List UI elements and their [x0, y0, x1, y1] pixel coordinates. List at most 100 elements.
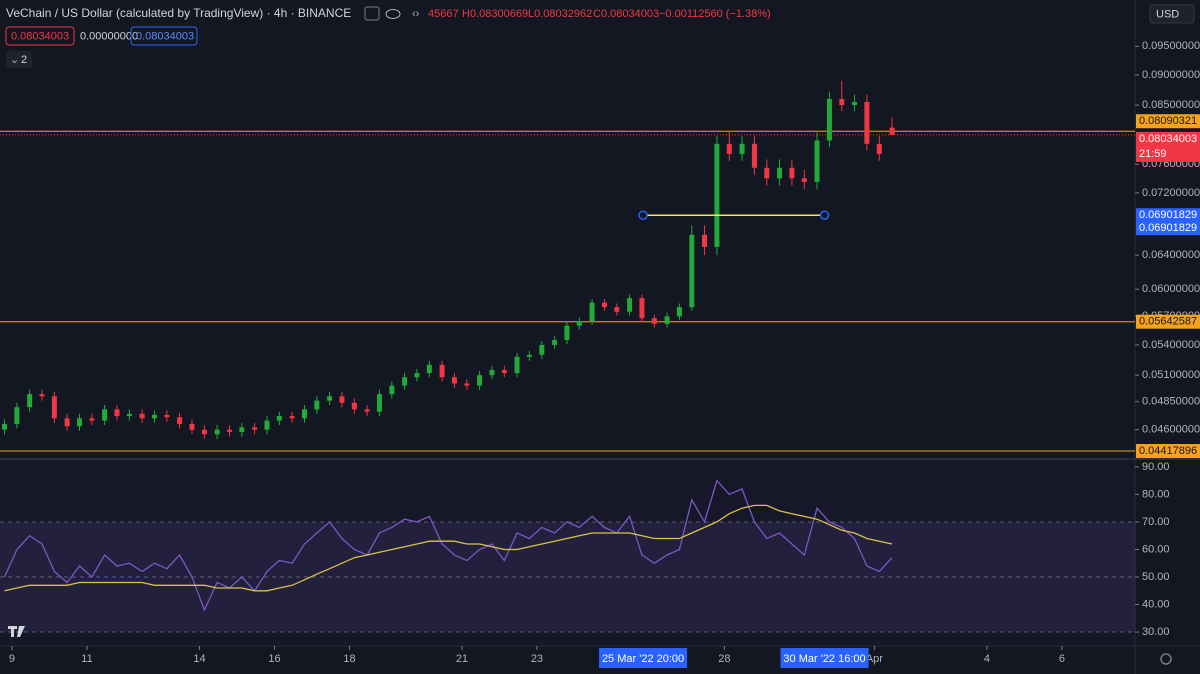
- header: VeChain / US Dollar (calculated by Tradi…: [5, 4, 1195, 665]
- candle-body: [477, 375, 483, 386]
- candle-body: [189, 423, 195, 430]
- candle-body: [501, 369, 507, 374]
- candle-body: [314, 400, 320, 410]
- y-tick-label: 50.00: [1142, 571, 1170, 583]
- candle-body: [164, 414, 170, 418]
- y-tick-label: 0.05100000: [1142, 369, 1200, 381]
- candle-body: [464, 383, 470, 386]
- candle-body: [601, 302, 607, 308]
- candle-body: [376, 394, 382, 412]
- candle-body: [327, 396, 333, 401]
- code-icon[interactable]: ‹›: [412, 8, 420, 20]
- candle-body: [64, 418, 70, 427]
- rsi-line: [3, 479, 893, 612]
- candle-body: [414, 373, 420, 378]
- price-label: 0.08090321: [1139, 115, 1197, 127]
- x-tick-label: 11: [81, 653, 92, 665]
- y-tick-label: 80.00: [1142, 488, 1170, 500]
- y-tick-label: 0.04600000: [1142, 424, 1200, 436]
- drawing-handle: [819, 210, 830, 220]
- rsi-pane: [0, 460, 1135, 645]
- tv-logo: [8, 626, 25, 637]
- eye-icon[interactable]: [385, 9, 401, 19]
- candle-body: [552, 340, 558, 345]
- ohlc-change: −0.00112560 (−1.38%): [659, 8, 771, 20]
- y-tick-label: 0.06400000: [1142, 249, 1200, 261]
- y-tick-label: 0.09000000: [1142, 69, 1200, 81]
- candle-body: [14, 407, 20, 424]
- currency: USD: [1156, 8, 1179, 20]
- candle-body: [526, 354, 532, 357]
- price-label: 0.04417896: [1139, 445, 1197, 457]
- candle-body: [814, 140, 820, 182]
- settings-icon[interactable]: [1160, 653, 1172, 665]
- y-tick-label: 70.00: [1142, 516, 1170, 528]
- candle-body: [89, 418, 95, 421]
- candle-body: [264, 420, 270, 430]
- y-tick-label: 0.04850000: [1142, 396, 1200, 408]
- candle-body: [239, 427, 245, 432]
- candle-body: [702, 234, 708, 247]
- y-tick-label: 0.05400000: [1142, 339, 1200, 351]
- symbol-title: VeChain / US Dollar (calculated by Tradi…: [6, 6, 351, 20]
- price-label: 0.05642587: [1139, 316, 1197, 328]
- x-tick-label: 16: [268, 653, 280, 665]
- time-highlight-label: 25 Mar '22 20:00: [602, 653, 684, 665]
- badge-text: 0.00000000: [80, 30, 138, 42]
- ohlc-high: H0.08300669: [462, 8, 528, 20]
- candle-body: [439, 364, 445, 378]
- candle-body: [289, 416, 295, 419]
- candle-body: [301, 409, 307, 419]
- candle-body: [402, 377, 408, 386]
- x-tick-label: 4: [984, 653, 990, 665]
- candle-body: [764, 167, 770, 179]
- flag-icon[interactable]: [364, 6, 380, 21]
- candle-body: [801, 178, 807, 182]
- candle-body: [177, 417, 183, 424]
- candle-body: [201, 429, 207, 435]
- rsi-ma-line: [4, 504, 893, 592]
- time-highlight: [780, 648, 869, 668]
- chevron: ⌄: [10, 54, 19, 66]
- x-tick-label: Apr: [866, 653, 883, 665]
- candle-body: [114, 409, 120, 417]
- candle-body: [864, 102, 870, 144]
- candle-body: [214, 429, 220, 435]
- candle-body: [789, 167, 795, 179]
- candle-body: [539, 344, 545, 355]
- y-tick-label: 30.00: [1142, 626, 1170, 638]
- candle-body: [514, 356, 520, 374]
- x-tick-label: 18: [343, 653, 355, 665]
- badge: [130, 26, 198, 46]
- price-label: 0.06901829: [1139, 222, 1197, 234]
- candle-body: [852, 102, 858, 106]
- candle-body: [51, 396, 57, 419]
- candle-body: [639, 298, 645, 319]
- currency-button[interactable]: [1149, 4, 1195, 24]
- y-tick-label: 0.07200000: [1142, 187, 1200, 199]
- candle-body: [151, 414, 157, 419]
- candle-body: [751, 143, 757, 168]
- price-label-box: [1136, 314, 1200, 329]
- countdown: 21:59: [1139, 148, 1167, 160]
- candle-body: [714, 143, 720, 247]
- price-label-box: [1136, 221, 1200, 236]
- candle-body: [27, 394, 33, 408]
- y-tick-label: 60.00: [1142, 543, 1170, 555]
- y-tick-label: 0.08500000: [1142, 99, 1200, 111]
- y-tick-label: 0.09500000: [1142, 40, 1200, 52]
- candle-body: [876, 143, 882, 154]
- collapse-button[interactable]: [6, 51, 32, 68]
- y-tick-label: 0.06000000: [1142, 283, 1200, 295]
- candle-body: [826, 98, 832, 141]
- candle-body: [676, 307, 682, 317]
- time-highlight: [599, 648, 688, 668]
- candle-body: [664, 316, 670, 324]
- candle-body: [777, 167, 783, 179]
- candle-body: [564, 325, 570, 341]
- x-tick-label: 14: [193, 653, 205, 665]
- candle-body: [364, 409, 370, 412]
- price-label-box: [1136, 131, 1200, 162]
- time-highlight-label: 30 Mar '22 16:00: [783, 653, 865, 665]
